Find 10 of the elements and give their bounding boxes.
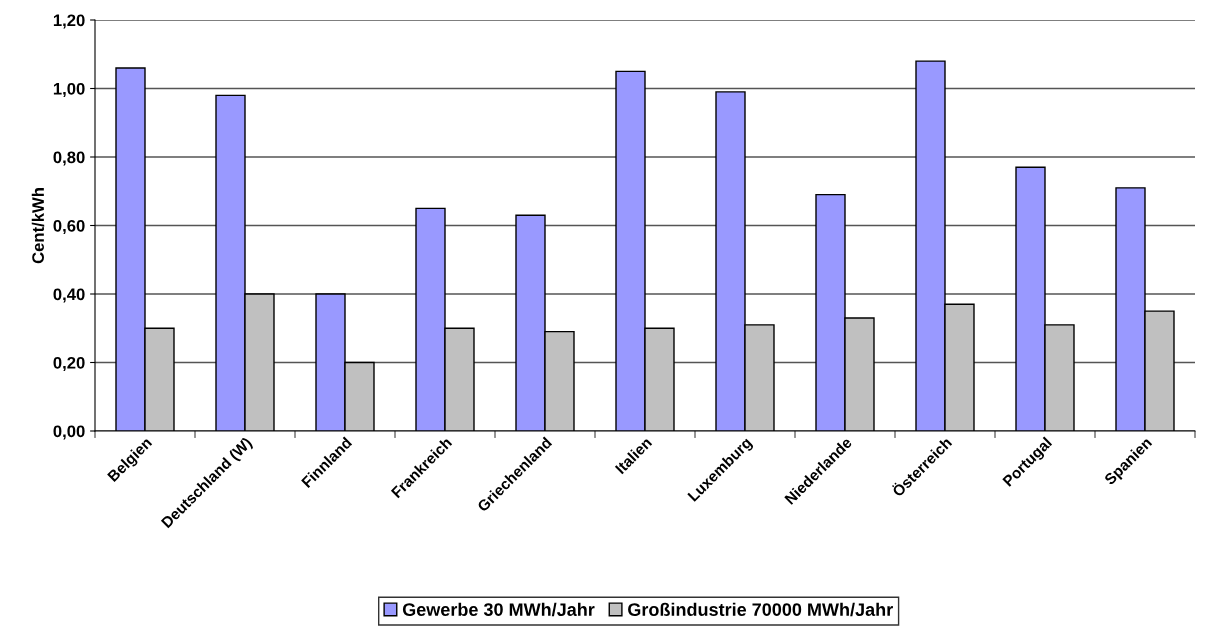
y-tick-label: 1,20	[53, 14, 85, 29]
y-tick-label: 0,00	[53, 425, 85, 440]
y-tick-label: 0,80	[53, 151, 85, 166]
y-axis-title: Cent/kWh	[31, 188, 45, 264]
y-tick-label: 0,40	[53, 288, 85, 303]
legend-label: Großindustrie 70000 MWh/Jahr	[628, 602, 893, 617]
y-tick-label: 0,20	[53, 356, 85, 372]
y-tick-label: 1,00	[53, 82, 85, 98]
y-tick-label: 0,60	[53, 219, 85, 235]
legend-label: Gewerbe 30 MWh/Jahr	[402, 602, 595, 617]
